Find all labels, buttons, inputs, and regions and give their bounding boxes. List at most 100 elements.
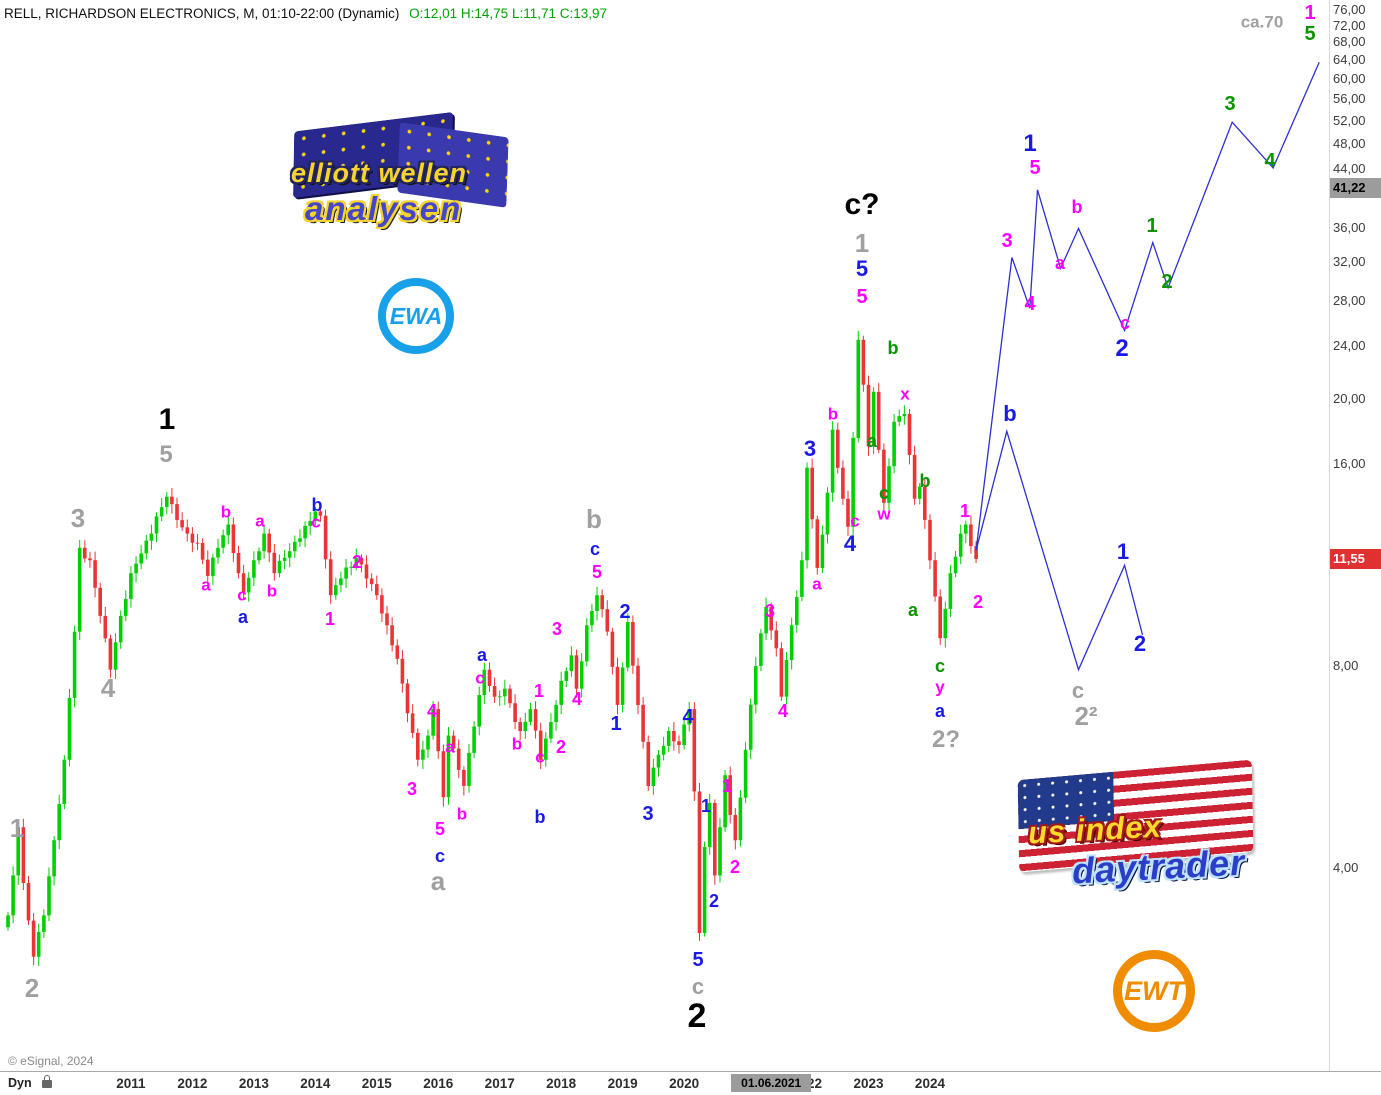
wave-label: b — [220, 502, 232, 522]
wave-label: b — [534, 807, 546, 827]
wave-label: ca.70 — [1240, 12, 1284, 32]
logo-text-daytrader: daytrader — [1071, 841, 1247, 892]
price-tick: 56,00 — [1333, 90, 1366, 106]
wave-label: 5 — [1029, 157, 1041, 179]
wave-label: a — [934, 701, 946, 721]
year-label: 2023 — [853, 1076, 884, 1091]
wave-labels-layer: 1 c? 2 1 2 3 4 5 b a 1 c 2? c 2² ca.70 a b c a b c 1 2 3 4 1 2 5 3 4 5 a… — [10, 3, 1316, 1033]
year-label: 2012 — [177, 1076, 208, 1091]
wave-label: 3 — [406, 779, 418, 799]
wave-label: c — [878, 483, 890, 503]
wave-label: 2² — [1074, 701, 1098, 731]
wave-label: a — [907, 600, 919, 620]
wave-label: 4 — [100, 673, 116, 703]
wave-label: 2 — [1161, 271, 1173, 293]
wave-label: b — [266, 581, 278, 601]
date-tag: 01.06.2021 — [731, 1074, 812, 1092]
price-tick: 44,00 — [1333, 161, 1366, 177]
symbol-title: RELL, RICHARDSON ELECTRONICS, M, 01:10-2… — [4, 6, 400, 21]
ohlc-values: O:12,01 H:14,75 L:11,71 C:13,97 — [409, 6, 608, 21]
wave-label: 4 — [682, 706, 694, 728]
wave-label: 2 — [555, 737, 567, 757]
wave-label: b — [887, 338, 899, 358]
price-tick: 60,00 — [1333, 70, 1366, 86]
price-tick: 32,00 — [1333, 254, 1366, 269]
last-price-tag: 11,55 — [1330, 548, 1381, 569]
wave-label: 3 — [70, 503, 86, 533]
wave-label: b — [1003, 401, 1017, 426]
wave-label: y — [935, 677, 945, 697]
dyn-tool-button[interactable]: Dyn — [8, 1076, 32, 1090]
wave-label: c — [1071, 678, 1085, 703]
wave-label: 4 — [843, 531, 857, 556]
wave-label: 1 — [610, 713, 622, 735]
wave-label: 1 — [721, 776, 733, 796]
wave-label: a — [866, 431, 878, 451]
wave-label: 2 — [24, 973, 40, 1003]
wave-label: 2 — [1115, 335, 1129, 362]
price-tick: 36,00 — [1333, 219, 1366, 235]
wave-label: 3 — [551, 619, 563, 639]
wave-label: c — [475, 668, 485, 688]
wave-label: a — [237, 607, 249, 627]
wave-label: c — [850, 511, 860, 531]
wave-label: c — [237, 585, 247, 605]
wave-label: 4 — [571, 689, 583, 709]
wave-label: x — [900, 384, 910, 404]
time-axis[interactable]: Dyn 2011 2012 2013 2014 2015 2016 2017 2018 2019… — [0, 1071, 1381, 1095]
wave-label: b — [919, 471, 931, 491]
forecast-path-alternate — [975, 428, 1144, 672]
wave-label: 4 — [777, 701, 789, 721]
wave-label: 2 — [351, 552, 363, 572]
wave-label: 3 — [764, 601, 776, 621]
wave-label: c — [311, 512, 321, 532]
wave-label: b — [827, 404, 839, 424]
price-tick: 16,00 — [1333, 456, 1366, 471]
wave-label: b — [511, 734, 523, 754]
price-tick: 48,00 — [1333, 135, 1366, 151]
wave-label: 3 — [642, 803, 654, 825]
logo-text-analysen: analysen — [305, 190, 463, 227]
year-label: 2024 — [914, 1076, 945, 1091]
wave-label: 2 — [619, 601, 631, 623]
wave-label: 3 — [803, 436, 817, 461]
year-label: 2018 — [546, 1076, 577, 1091]
price-tick: 64,00 — [1333, 52, 1366, 67]
forecast-path-primary — [975, 62, 1320, 551]
price-tick: 20,00 — [1333, 390, 1366, 406]
price-tag-4122: 41,22 — [1330, 178, 1381, 199]
wave-label: c? — [844, 188, 880, 221]
ewt-badge: EWT — [1113, 950, 1195, 1032]
logo-text-elliott-wellen: elliott wellen — [291, 158, 468, 188]
wave-label: c — [691, 974, 705, 999]
price-tick: 8,00 — [1333, 658, 1359, 673]
year-label: 2013 — [238, 1076, 269, 1091]
chart-canvas[interactable]: elliott wellen analysen EWA us index day… — [0, 0, 1330, 1072]
wave-label: 1 — [533, 681, 545, 701]
wave-label: 1 — [854, 228, 870, 258]
price-tick: 28,00 — [1333, 292, 1366, 308]
wave-label: 5 — [855, 256, 869, 281]
wave-label: 2 — [1133, 631, 1147, 656]
wave-label: 4 — [1024, 293, 1036, 315]
wave-label: 1 — [1116, 539, 1130, 564]
copyright: © eSignal, 2024 — [8, 1054, 94, 1068]
price-tick: 72,00 — [1333, 17, 1366, 33]
wave-label: 5 — [1304, 23, 1316, 45]
elliott-wellen-analysen-logo: elliott wellen analysen — [283, 111, 518, 240]
wave-label: w — [877, 504, 891, 524]
price-axis[interactable]: 76,00 72,00 68,00 64,00 60,00 56,00 52,00 48,00… — [1329, 0, 1381, 1072]
wave-label: 5 — [692, 949, 704, 971]
wave-label: 1 — [1023, 130, 1037, 157]
wave-label: 2? — [931, 726, 961, 753]
lock-icon[interactable] — [42, 1075, 52, 1089]
wave-label: 2 — [729, 857, 741, 877]
price-tick: 4,00 — [1333, 860, 1359, 875]
year-label: 2019 — [607, 1076, 638, 1091]
price-tick: 52,00 — [1333, 112, 1366, 128]
wave-label: 5 — [856, 286, 868, 308]
wave-label: a — [1054, 253, 1066, 273]
wave-label: 1 — [1146, 215, 1158, 237]
